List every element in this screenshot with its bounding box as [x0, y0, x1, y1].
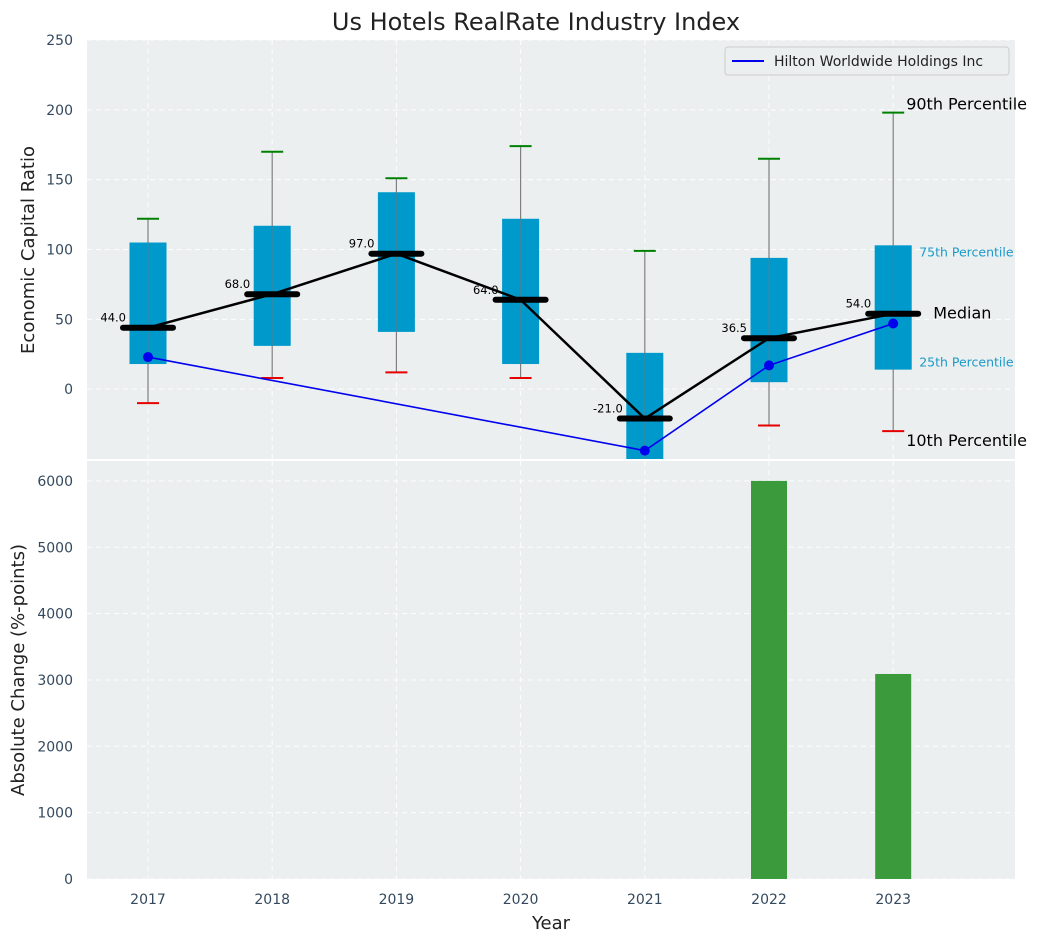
p90-annotation: 90th Percentile: [906, 95, 1027, 114]
chart-title: Us Hotels RealRate Industry Index: [332, 8, 740, 36]
median-value-label: 68.0: [225, 277, 251, 291]
bottom-y-tick-labels: 0 1000 2000 3000 4000 5000 6000: [37, 474, 73, 888]
legend-entry: Hilton Worldwide Holdings Inc: [774, 54, 983, 70]
top-y-tick-label: 50: [55, 312, 73, 328]
x-tick-label: 2022: [751, 892, 787, 908]
hilton-series: [143, 318, 899, 456]
series-point: [143, 352, 153, 363]
x-tick-label: 2017: [130, 892, 166, 908]
boxplot-group: [129, 111, 912, 459]
top-y-tick-label: 200: [46, 103, 73, 119]
bottom-y-tick-label: 3000: [37, 673, 73, 689]
top-y-axis-label: Economic Capital Ratio: [18, 146, 39, 354]
bottom-plot-area: [87, 461, 1015, 879]
top-y-tick-label: 0: [64, 382, 73, 398]
x-tick-label: 2018: [254, 892, 290, 908]
top-y-tick-label: 250: [46, 33, 73, 49]
series-point: [888, 318, 899, 329]
bar-group: [751, 480, 912, 879]
median-trend: [120, 250, 922, 422]
x-tick-label: 2020: [503, 892, 539, 908]
median-value-label: 97.0: [349, 237, 375, 251]
bottom-y-tick-label: 0: [64, 872, 73, 888]
legend: Hilton Worldwide Holdings Inc: [724, 46, 1010, 76]
x-tick-label: 2023: [875, 892, 911, 908]
legend-frame: [724, 46, 1010, 76]
x-tick-label: 2021: [627, 892, 663, 908]
percentile-annotations: 44.0 68.0 97.0 64.0 -21.0 36.5 54.0 90th Percen…: [100, 95, 1027, 450]
p75-annotation: 75th Percentile: [919, 244, 1014, 259]
top-y-tick-label: 100: [46, 243, 73, 259]
series-line: [147, 322, 894, 452]
median-value-label: 64.0: [473, 283, 499, 297]
series-point: [764, 360, 774, 371]
change-bar: [875, 673, 912, 879]
series-point: [639, 445, 650, 456]
top-y-tick-label: 150: [46, 173, 73, 189]
median-value-label: 54.0: [846, 297, 872, 311]
x-axis-label: Year: [531, 913, 571, 934]
median-value-label: 36.5: [721, 321, 747, 335]
top-y-tick-labels: 0 50 100 150 200 250: [46, 33, 73, 398]
change-bar: [751, 480, 787, 879]
bottom-y-tick-label: 2000: [37, 739, 73, 755]
bottom-y-tick-label: 4000: [37, 607, 73, 623]
bottom-y-tick-label: 6000: [37, 474, 73, 490]
bottom-y-axis-label: Absolute Change (%-points): [8, 544, 29, 796]
median-value-label: -21.0: [593, 401, 623, 415]
p10-annotation: 10th Percentile: [906, 431, 1027, 450]
x-tick-label: 2019: [379, 892, 415, 908]
median-value-label: 44.0: [100, 311, 126, 325]
median-annotation: Median: [933, 304, 991, 323]
x-tick-labels: 2017 2018 2019 2020 2021 2022 2023: [130, 892, 911, 908]
bottom-y-tick-label: 5000: [37, 540, 73, 556]
p25-annotation: 25th Percentile: [919, 355, 1014, 370]
bottom-y-tick-label: 1000: [37, 806, 73, 822]
